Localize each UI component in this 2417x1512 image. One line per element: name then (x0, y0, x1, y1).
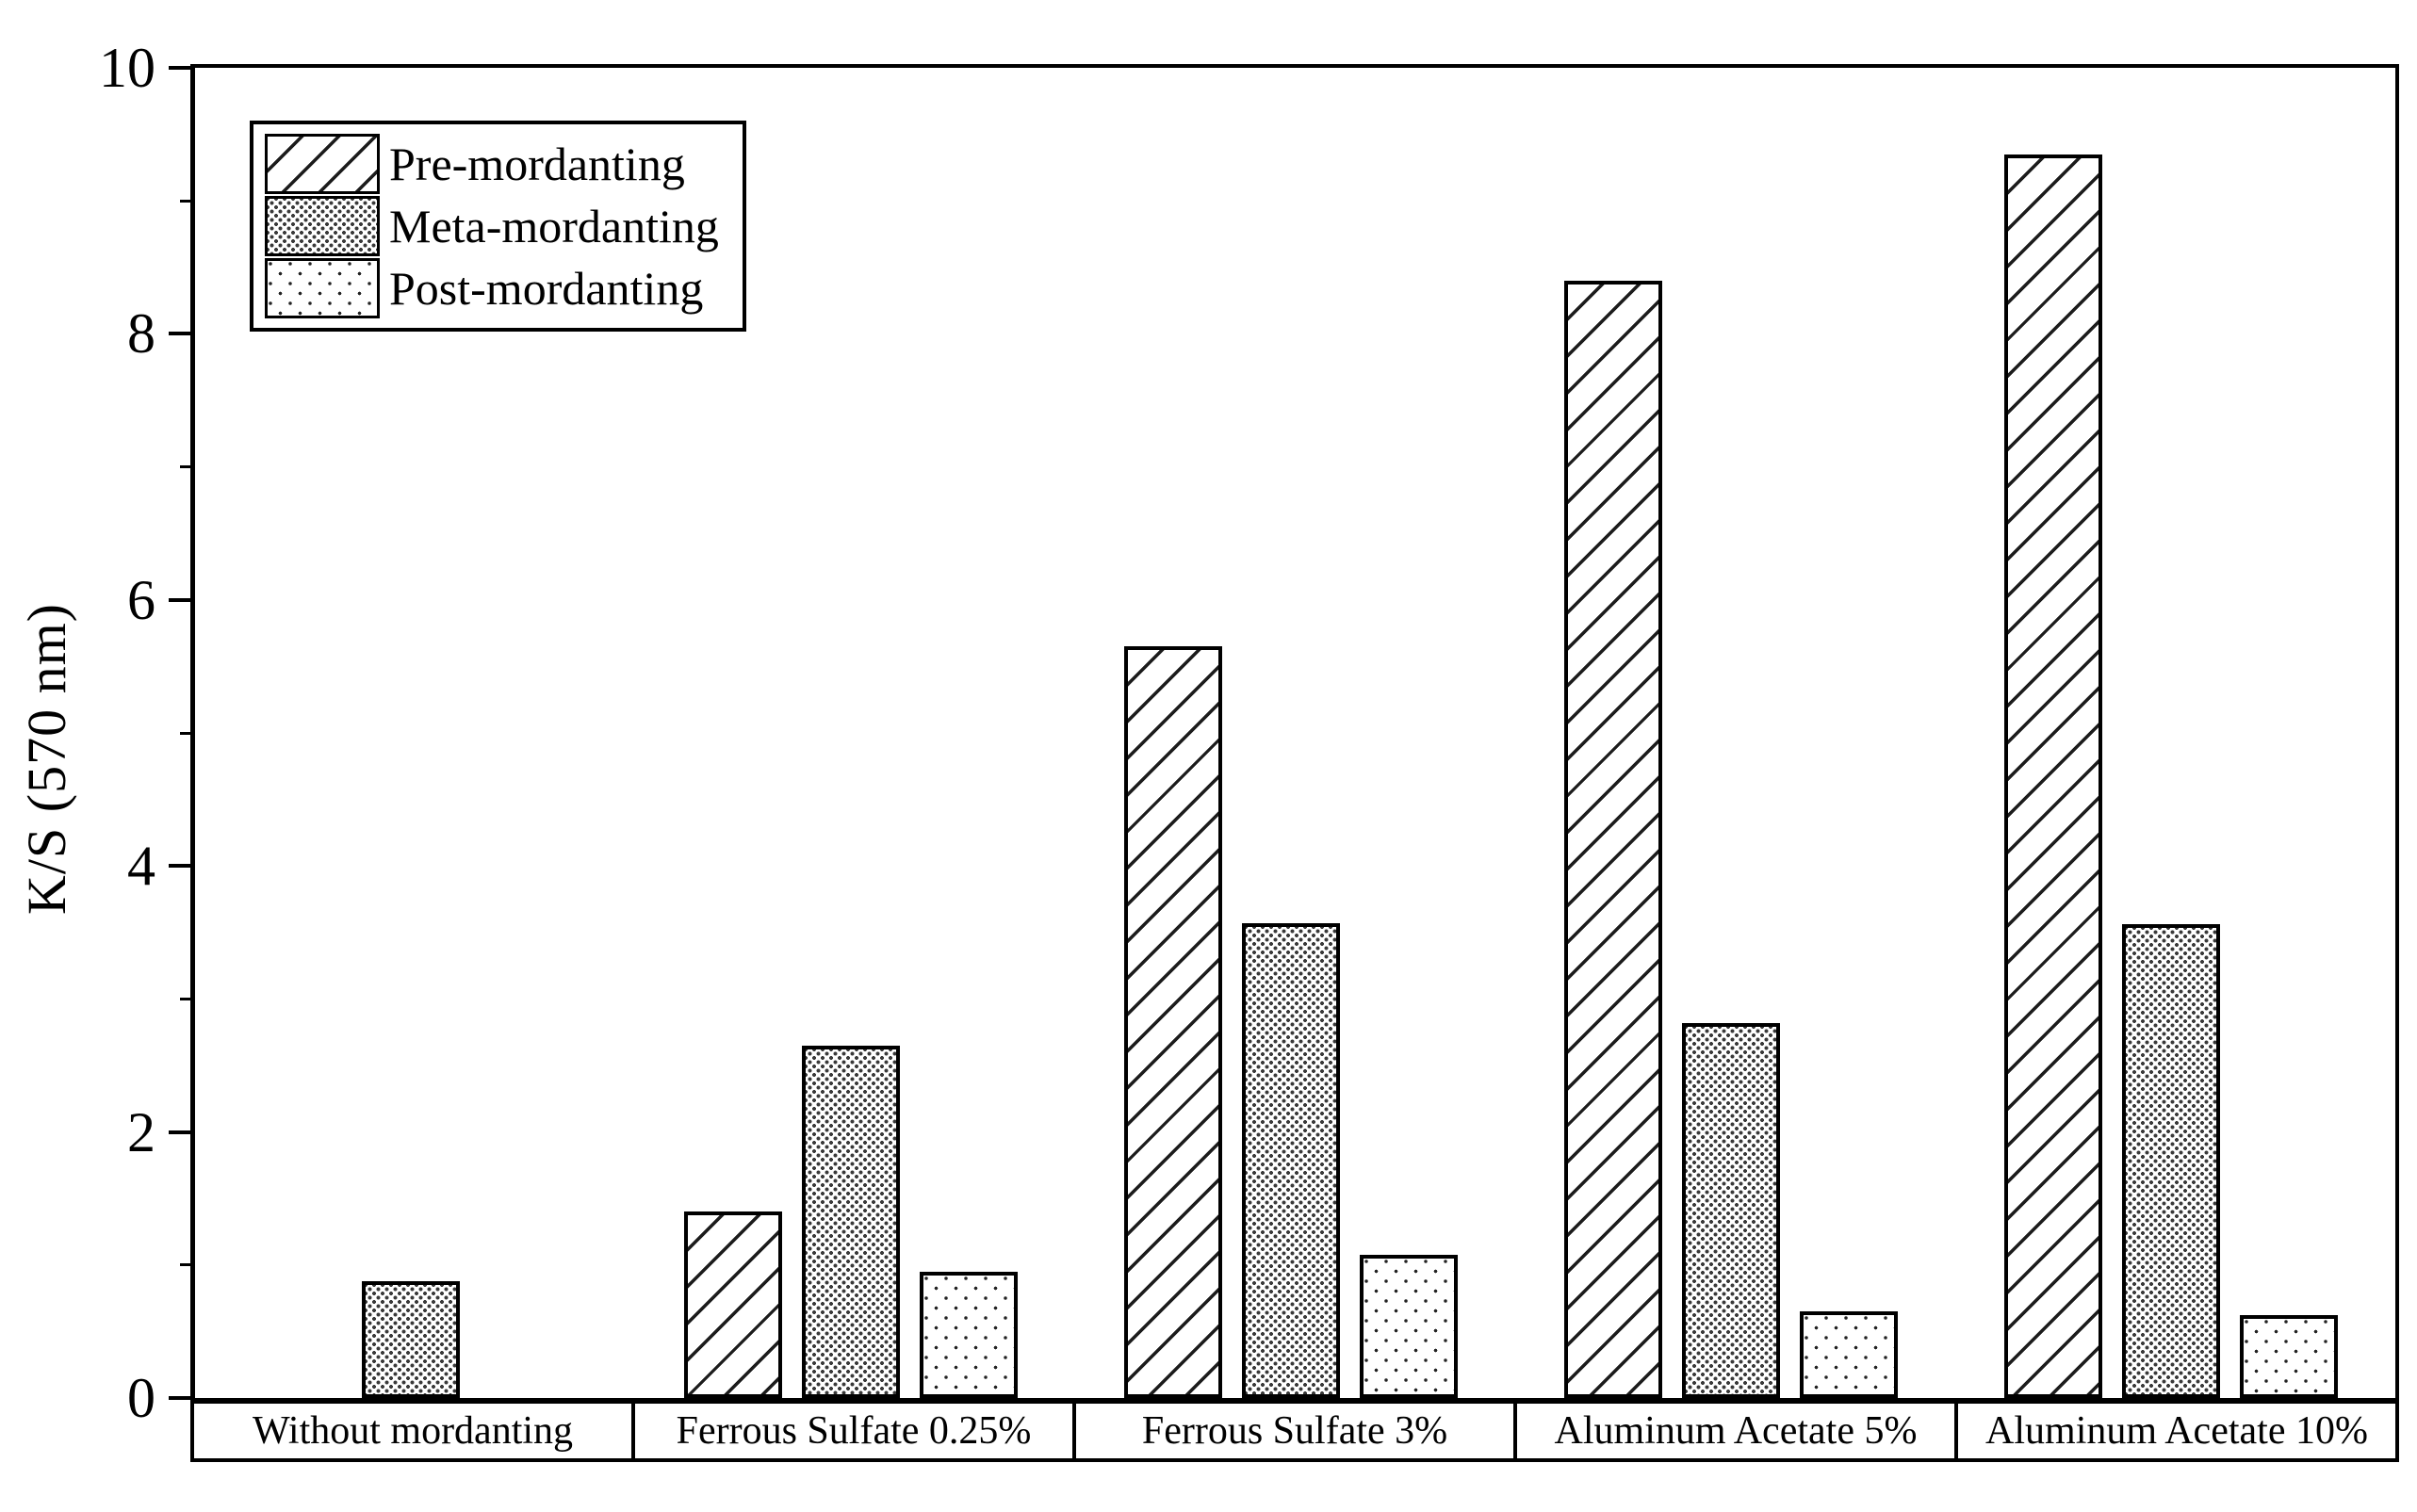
category-label: Aluminum Acetate 10% (1985, 1409, 2368, 1453)
y-minor-tick (180, 199, 195, 203)
category-label: Without mordanting (252, 1409, 574, 1453)
category-cell: Ferrous Sulfate 3% (1072, 1404, 1513, 1458)
category-label: Ferrous Sulfate 0.25% (676, 1409, 1032, 1453)
bar-post-mordanting-category-2 (919, 1272, 1018, 1398)
y-major-tick (169, 332, 195, 336)
legend-swatch-sparse-dots (265, 258, 380, 318)
y-tick-label: 2 (127, 1100, 155, 1163)
bar-post-mordanting-category-5 (2239, 1315, 2338, 1398)
bar-meta-mordanting-category-4 (1681, 1023, 1780, 1398)
category-cell: Aluminum Acetate 5% (1513, 1404, 1954, 1458)
legend-label: Pre-mordanting (389, 138, 685, 190)
y-major-tick (169, 66, 195, 70)
y-major-tick (169, 1396, 195, 1400)
legend-label: Post-mordanting (389, 262, 704, 315)
bar-pre-mordanting-category-3 (1123, 646, 1222, 1398)
y-major-tick (169, 864, 195, 869)
bar-pre-mordanting-category-2 (683, 1211, 782, 1398)
bar-pre-mordanting-category-4 (1563, 281, 1662, 1398)
y-minor-tick (180, 997, 195, 1000)
category-label: Aluminum Acetate 5% (1554, 1409, 1918, 1453)
y-major-tick (169, 597, 195, 602)
category-label: Ferrous Sulfate 3% (1141, 1409, 1448, 1453)
category-cell: Without mordanting (194, 1404, 631, 1458)
y-major-tick (169, 1130, 195, 1134)
bar-meta-mordanting-category-5 (2121, 924, 2220, 1398)
y-minor-tick (180, 465, 195, 469)
y-minor-tick (180, 731, 195, 735)
category-cell: Aluminum Acetate 10% (1954, 1404, 2395, 1458)
bar-meta-mordanting-category-3 (1241, 923, 1340, 1398)
legend-swatch-dense-dots (265, 196, 380, 256)
y-tick-label: 10 (99, 37, 155, 99)
bar-meta-mordanting-category-1 (361, 1281, 460, 1398)
y-minor-tick (180, 1263, 195, 1267)
bar-post-mordanting-category-3 (1359, 1255, 1458, 1398)
y-tick-label: 4 (127, 835, 155, 898)
legend: Pre-mordanting Meta-mordanting Post-mord… (250, 121, 746, 332)
bar-post-mordanting-category-4 (1799, 1311, 1898, 1398)
legend-row-meta-mordanting: Meta-mordanting (265, 196, 731, 256)
bar-meta-mordanting-category-2 (801, 1046, 900, 1398)
legend-label: Meta-mordanting (389, 200, 719, 252)
y-tick-label: 0 (127, 1367, 155, 1429)
legend-row-post-mordanting: Post-mordanting (265, 258, 731, 318)
category-cell: Ferrous Sulfate 0.25% (631, 1404, 1072, 1458)
y-tick-label: 8 (127, 302, 155, 366)
x-axis-category-row: Without mordanting Ferrous Sulfate 0.25% F… (190, 1400, 2399, 1462)
legend-row-pre-mordanting: Pre-mordanting (265, 134, 731, 194)
y-tick-label: 6 (127, 568, 155, 631)
plot-area (190, 64, 2399, 1404)
bar-pre-mordanting-category-5 (2003, 154, 2102, 1398)
legend-swatch-diagonal-hatch (265, 134, 380, 194)
